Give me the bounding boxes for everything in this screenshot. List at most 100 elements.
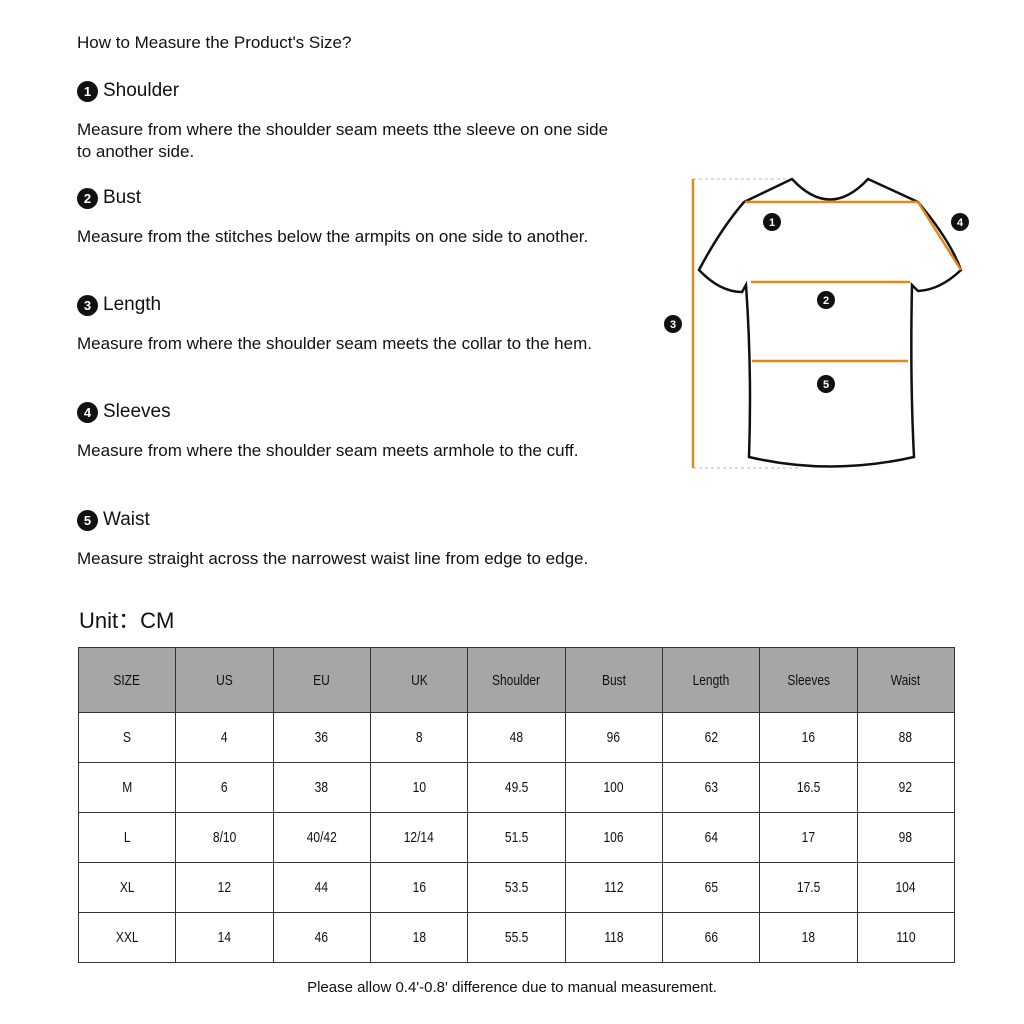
table-row: XL 12 44 16 53.5 112 65 17.5 104 <box>77 862 956 913</box>
table-cell: 55.5 <box>467 912 566 963</box>
section-sleeves: 4 Sleeves Measure from where the shoulder … <box>77 401 617 462</box>
tshirt-outline <box>697 177 963 468</box>
number-badge-icon: 3 <box>77 294 98 316</box>
table-cell: 44 <box>272 862 371 913</box>
table-cell: 92 <box>856 762 956 813</box>
table-cell: 62 <box>661 712 761 763</box>
table-cell: 110 <box>856 912 956 963</box>
table-cell: 100 <box>564 762 663 813</box>
table-cell: 51.5 <box>467 812 566 863</box>
section-name: Sleeves <box>103 401 171 422</box>
column-header: Waist <box>856 647 956 713</box>
table-cell: L <box>77 812 177 863</box>
section-heading: 5 Waist <box>77 509 617 531</box>
table-cell: 17.5 <box>759 862 858 913</box>
section-description: Measure from where the shoulder seam mee… <box>77 120 609 161</box>
number-badge-icon: 1 <box>77 80 98 102</box>
section-heading: 3 Length <box>77 294 617 316</box>
table-cell: 12/14 <box>369 812 469 863</box>
table-cell: 104 <box>856 862 956 913</box>
table-cell: 98 <box>856 812 956 863</box>
table-cell: XL <box>77 862 177 913</box>
svg-text:2: 2 <box>823 295 829 307</box>
table-cell: 48 <box>467 712 566 763</box>
number-badge-icon: 5 <box>77 509 98 531</box>
column-header: SIZE <box>77 647 177 713</box>
section-description: Measure from where the shoulder seam mee… <box>77 441 579 460</box>
unit-label: Unit：CM <box>79 608 175 633</box>
column-header: Sleeves <box>759 647 858 713</box>
table-cell: 18 <box>759 912 858 963</box>
column-header: EU <box>272 647 371 713</box>
marker-2 <box>817 291 835 309</box>
measurement-note: Please allow 0.4'-0.8' difference due to… <box>307 979 717 996</box>
column-header: UK <box>369 647 469 713</box>
table-cell: 49.5 <box>467 762 566 813</box>
column-header: Length <box>661 647 761 713</box>
section-name: Shoulder <box>103 80 180 101</box>
section-shoulder: 1 Shoulder Measure from where the shoulder… <box>77 80 617 163</box>
column-header: Shoulder <box>467 647 566 713</box>
svg-text:3: 3 <box>670 319 676 331</box>
section-bust: 2 Bust Measure from the stitches below the… <box>77 187 617 248</box>
section-name: Waist <box>103 509 150 530</box>
marker-4 <box>951 213 969 231</box>
table-cell: 96 <box>564 712 663 763</box>
table-cell: 18 <box>369 912 469 963</box>
table-cell: 36 <box>272 712 371 763</box>
marker-3 <box>664 315 682 333</box>
section-description: Measure from where the shoulder seam mee… <box>77 334 592 353</box>
table-cell: S <box>77 712 177 763</box>
table-cell: 16 <box>759 712 858 763</box>
size-chart-table: SIZE US EU UK Shoulder Bust Length Sleeves Waist… <box>77 647 956 963</box>
table-cell: M <box>77 762 177 813</box>
column-header: Bust <box>564 647 663 713</box>
table-row: L 8/10 40/42 12/14 51.5 106 64 17 98 <box>77 812 956 863</box>
column-header: US <box>175 647 274 713</box>
number-badge-icon: 2 <box>77 187 98 209</box>
section-heading: 4 Sleeves <box>77 401 617 423</box>
svg-text:1: 1 <box>769 217 775 229</box>
table-cell: 6 <box>175 762 274 813</box>
marker-5 <box>817 375 835 393</box>
table-cell: 63 <box>661 762 761 813</box>
table-cell: 10 <box>369 762 469 813</box>
table-cell: 8 <box>369 712 469 763</box>
table-cell: 40/42 <box>272 812 371 863</box>
table-cell: 118 <box>564 912 663 963</box>
table-cell: 88 <box>856 712 956 763</box>
table-row: M 6 38 10 49.5 100 63 16.5 92 <box>77 762 956 813</box>
table-cell: 112 <box>564 862 663 913</box>
table-cell: 106 <box>564 812 663 863</box>
table-cell: 16.5 <box>759 762 858 813</box>
table-cell: 65 <box>661 862 761 913</box>
section-length: 3 Length Measure from where the shoulder s… <box>77 294 617 355</box>
table-cell: 17 <box>759 812 858 863</box>
marker-1 <box>763 213 781 231</box>
table-cell: 38 <box>272 762 371 813</box>
table-cell: 14 <box>175 912 274 963</box>
page-title: How to Measure the Product's Size? <box>77 33 352 52</box>
section-name: Length <box>103 294 162 315</box>
section-description: Measure straight across the narrowest wa… <box>77 549 589 568</box>
section-heading: 2 Bust <box>77 187 617 209</box>
table-cell: 46 <box>272 912 371 963</box>
table-cell: 53.5 <box>467 862 566 913</box>
section-waist: 5 Waist Measure straight across the narrow… <box>77 509 617 570</box>
table-cell: 16 <box>369 862 469 913</box>
number-badge-icon: 4 <box>77 401 98 423</box>
section-heading: 1 Shoulder <box>77 80 617 102</box>
table-cell: 8/10 <box>175 812 274 863</box>
section-name: Bust <box>103 187 142 208</box>
table-cell: 12 <box>175 862 274 913</box>
svg-text:4: 4 <box>957 217 964 229</box>
svg-text:5: 5 <box>823 379 829 391</box>
table-cell: XXL <box>77 912 177 963</box>
table-row: XXL 14 46 18 55.5 118 66 18 110 <box>77 912 956 963</box>
sleeve-line <box>916 201 963 271</box>
table-cell: 66 <box>661 912 761 963</box>
section-description: Measure from the stitches below the armp… <box>77 227 589 246</box>
table-cell: 64 <box>661 812 761 863</box>
table-cell: 4 <box>175 712 274 763</box>
